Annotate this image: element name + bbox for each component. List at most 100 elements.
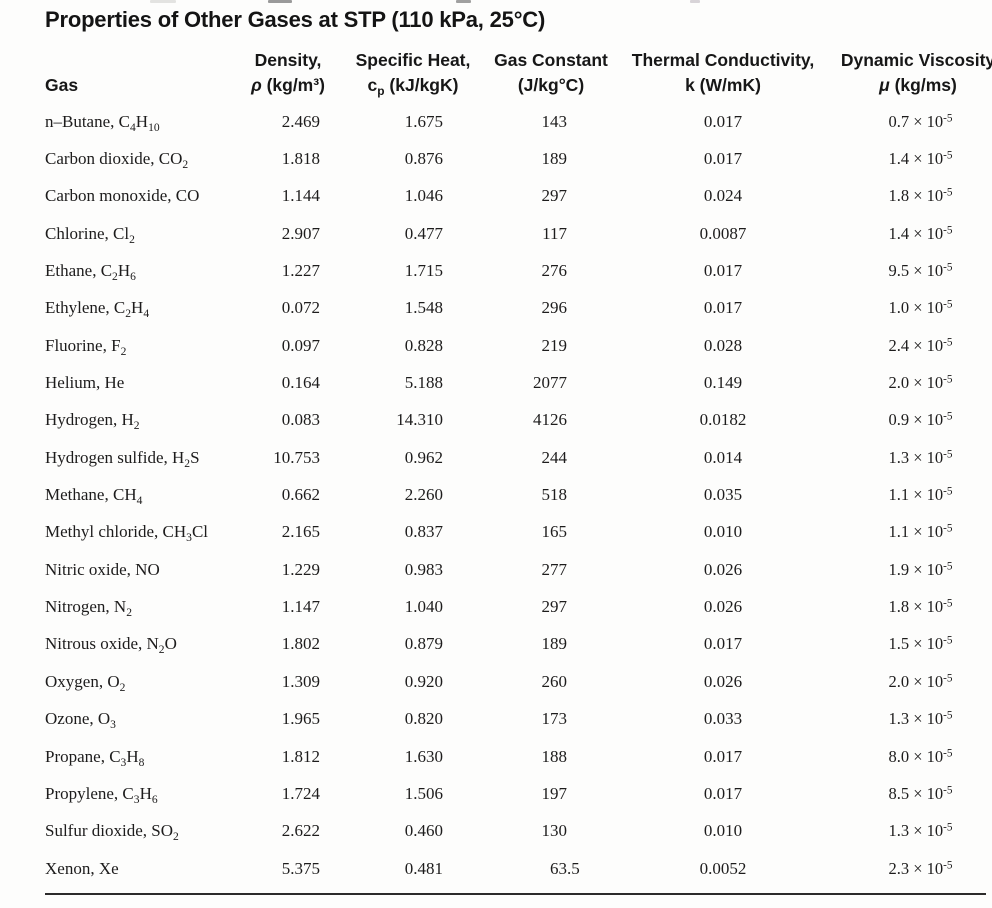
cell-thermal-conductivity: 0.035: [703, 485, 743, 505]
cell-dynamic-viscosity: 0.9 × 10-5: [888, 410, 953, 430]
cell-gas-name: Nitric oxide, NO: [45, 559, 160, 579]
cell-gas-constant: 276: [541, 261, 568, 281]
cell-gas-constant: 277: [541, 559, 568, 579]
cell-gas-constant: 165: [541, 522, 568, 542]
cell-density: 1.724: [281, 783, 320, 803]
cell-thermal-conductivity: 0.026: [703, 671, 743, 691]
cell-specific-heat: 0.962: [404, 447, 443, 467]
cell-dynamic-viscosity: 1.0 × 10-5: [888, 298, 953, 318]
cell-gas-constant: 189: [541, 634, 568, 654]
cell-thermal-conductivity: 0.017: [703, 783, 743, 803]
cell-gas-name: Methane, CH4: [45, 485, 143, 508]
cell-dynamic-viscosity: 1.4 × 10-5: [888, 223, 953, 243]
cell-density: 0.097: [281, 335, 320, 355]
table-row: n–Butane, C4H10 2.469 1.675 143 0.017 0.7 × 1…: [45, 103, 992, 140]
cell-density: 1.965: [281, 709, 320, 729]
table-title: Properties of Other Gases at STP (110 kP…: [45, 7, 546, 32]
cell-specific-heat: 1.715: [404, 261, 443, 281]
cell-thermal-conductivity: 0.033: [703, 709, 743, 729]
cell-specific-heat: 1.630: [404, 746, 443, 766]
scan-artifact: [456, 0, 471, 3]
cell-dynamic-viscosity: 1.1 × 10-5: [888, 485, 953, 505]
cell-density: 1.818: [281, 149, 320, 169]
table-row: Propylene, C3H6 1.724 1.506 197 0.017 8.5 × 1…: [45, 775, 992, 812]
cell-thermal-conductivity: 0.017: [703, 298, 743, 318]
cell-thermal-conductivity: 0.010: [703, 522, 743, 542]
cell-gas-constant: 188: [541, 746, 568, 766]
cell-thermal-conductivity: 0.014: [703, 447, 743, 467]
cell-gas-name: Hydrogen sulfide, H2S: [45, 447, 200, 470]
cell-dynamic-viscosity: 1.1 × 10-5: [888, 522, 953, 542]
cell-thermal-conductivity: 0.017: [703, 149, 743, 169]
cell-gas-constant: 130: [541, 821, 568, 841]
cell-gas-constant: 518: [541, 485, 568, 505]
cell-density: 10.753: [273, 447, 320, 467]
cell-density: 1.812: [281, 746, 320, 766]
cell-dynamic-viscosity: 1.4 × 10-5: [888, 149, 953, 169]
bottom-rule: [45, 893, 986, 895]
cell-gas-constant: 260: [541, 671, 568, 691]
cell-gas-constant: 244: [541, 447, 568, 467]
column-header-specific-heat: Specific Heat, cp (kJ/kgK): [355, 50, 471, 99]
cell-specific-heat: 0.828: [404, 335, 443, 355]
cell-density: 1.802: [281, 634, 320, 654]
scan-artifact: [150, 0, 176, 3]
table-row: Oxygen, O2 1.309 0.920 260 0.026 2.0 × 10-5: [45, 663, 992, 700]
cell-gas-name: Carbon dioxide, CO2: [45, 149, 189, 172]
cell-gas-name: Hydrogen, H2: [45, 410, 140, 433]
cell-thermal-conductivity: 0.028: [703, 335, 743, 355]
table-row: Nitrogen, N2 1.147 1.040 297 0.026 1.8 × 10-5: [45, 588, 992, 625]
table-body: n–Butane, C4H10 2.469 1.675 143 0.017 0.7 × 1…: [45, 103, 992, 887]
cell-specific-heat: 0.481: [404, 858, 443, 878]
cell-density: 0.072: [281, 298, 320, 318]
table-row: Methyl chloride, CH3Cl 2.165 0.837 165 0.010…: [45, 514, 992, 551]
cell-dynamic-viscosity: 8.0 × 10-5: [888, 746, 953, 766]
cell-gas-constant: 219: [541, 335, 568, 355]
column-header-thermal-conductivity: Thermal Conductivity, k (W/mK): [631, 50, 815, 95]
cell-density: 0.164: [281, 373, 320, 393]
cell-gas-constant: 2077: [533, 373, 567, 393]
column-header-dynamic-viscosity: Dynamic Viscosity μ (kg/ms): [840, 50, 992, 95]
cell-thermal-conductivity: 0.0052: [699, 858, 747, 878]
cell-specific-heat: 1.506: [404, 783, 443, 803]
table-row: Carbon monoxide, CO 1.144 1.046 297 0.024 1.8…: [45, 178, 992, 215]
table-row: Nitrous oxide, N2O 1.802 0.879 189 0.017 1.5 …: [45, 626, 992, 663]
cell-dynamic-viscosity: 2.0 × 10-5: [888, 671, 953, 691]
cell-density: 2.469: [281, 111, 320, 131]
cell-gas-name: Chlorine, Cl2: [45, 223, 135, 246]
cell-density: 2.622: [281, 821, 320, 841]
cell-specific-heat: 1.046: [404, 186, 443, 206]
cell-thermal-conductivity: 0.026: [703, 559, 743, 579]
cell-thermal-conductivity: 0.017: [703, 111, 743, 131]
cell-gas-constant: 143: [541, 111, 568, 131]
table-row: Nitric oxide, NO 1.229 0.983 277 0.026 1.9 × …: [45, 551, 992, 588]
cell-dynamic-viscosity: 1.9 × 10-5: [888, 559, 953, 579]
table-row: Ozone, O3 1.965 0.820 173 0.033 1.3 × 10-5: [45, 701, 992, 738]
scan-artifact: [268, 0, 292, 3]
cell-specific-heat: 1.675: [404, 111, 443, 131]
cell-dynamic-viscosity: 1.3 × 10-5: [888, 821, 953, 841]
cell-dynamic-viscosity: 1.8 × 10-5: [888, 186, 953, 206]
cell-density: 1.147: [281, 597, 320, 617]
cell-gas-name: Ethylene, C2H4: [45, 298, 150, 321]
cell-thermal-conductivity: 0.026: [703, 597, 743, 617]
cell-specific-heat: 5.188: [404, 373, 443, 393]
cell-gas-name: Ethane, C2H6: [45, 261, 136, 284]
cell-specific-heat: 0.920: [404, 671, 443, 691]
cell-dynamic-viscosity: 1.5 × 10-5: [888, 634, 953, 654]
cell-gas-name: Propane, C3H8: [45, 746, 145, 769]
cell-thermal-conductivity: 0.0087: [699, 223, 747, 243]
cell-dynamic-viscosity: 1.3 × 10-5: [888, 447, 953, 467]
cell-density: 0.662: [281, 485, 320, 505]
cell-specific-heat: 0.876: [404, 149, 443, 169]
column-header-density: Density, ρ (kg/m³): [251, 50, 325, 95]
table-row: Helium, He 0.164 5.188 2077 0.149 2.0 × 10-5: [45, 364, 992, 401]
cell-gas-constant: 117: [542, 223, 567, 243]
cell-density: 1.229: [281, 559, 320, 579]
table-row: Sulfur dioxide, SO2 2.622 0.460 130 0.010 1.3…: [45, 813, 992, 850]
table-row: Ethylene, C2H4 0.072 1.548 296 0.017 1.0 × 10…: [45, 290, 992, 327]
cell-thermal-conductivity: 0.024: [703, 186, 743, 206]
table-row: Xenon, Xe 5.375 0.481 63.5 0.0052 2.3 × 10-5: [45, 850, 992, 887]
cell-gas-name: Nitrous oxide, N2O: [45, 634, 177, 657]
cell-gas-name: Propylene, C3H6: [45, 783, 158, 806]
